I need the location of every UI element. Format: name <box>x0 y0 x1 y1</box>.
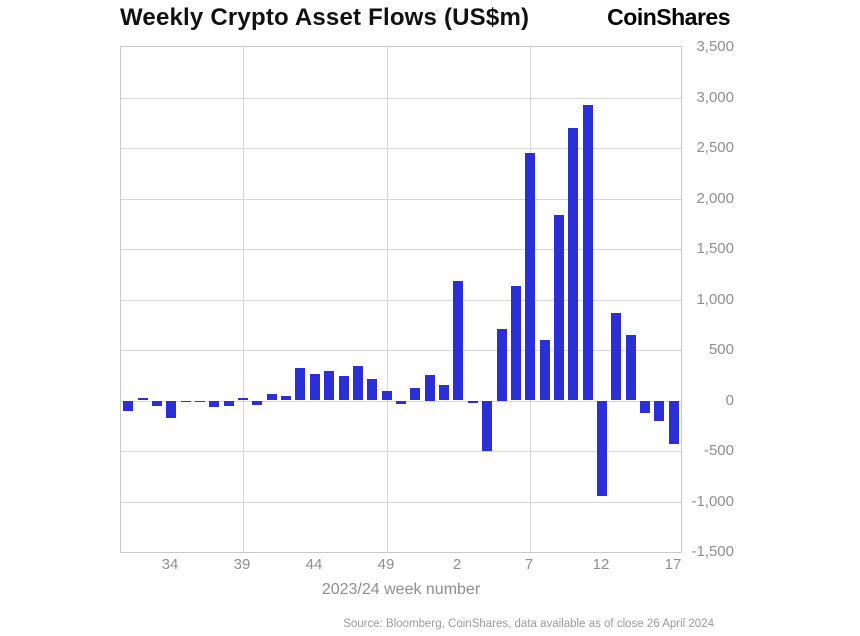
gridline-horizontal <box>121 300 681 301</box>
bar-week-10 <box>568 127 578 401</box>
bar-week-48 <box>367 379 377 401</box>
bar-week-6 <box>511 286 521 401</box>
gridline-horizontal <box>121 451 681 452</box>
gridline-horizontal <box>121 350 681 351</box>
bar-week-31 <box>123 400 133 412</box>
bar-week-33 <box>152 400 162 407</box>
x-tick-label: 12 <box>592 556 610 573</box>
bar-week-51 <box>410 387 420 401</box>
bar-week-50 <box>396 400 406 404</box>
bar-week-47 <box>353 365 363 401</box>
y-tick-label: 1,000 <box>696 291 734 308</box>
bar-week-16 <box>654 400 664 422</box>
x-tick-label: 2 <box>452 556 462 573</box>
coinshares-logo: CoinShares <box>607 4 730 30</box>
bar-week-40 <box>252 400 262 406</box>
bar-week-43 <box>295 367 305 401</box>
gridline-horizontal <box>121 502 681 503</box>
gridline-horizontal <box>121 148 681 149</box>
bar-week-7 <box>525 153 535 401</box>
plot-area <box>120 46 682 553</box>
y-tick-label: 2,500 <box>696 139 734 156</box>
bar-week-15 <box>640 400 650 414</box>
x-tick-label: 34 <box>161 556 179 573</box>
x-tick-label: 17 <box>664 556 682 573</box>
x-axis: 34 39 44 49 2 7 12 17 <box>120 556 682 576</box>
y-tick-label: 2,000 <box>696 190 734 207</box>
bar-week-44 <box>310 374 320 401</box>
x-tick-label: 49 <box>377 556 395 573</box>
bar-week-32 <box>138 397 148 401</box>
y-tick-label: 3,000 <box>696 89 734 106</box>
bar-week-14 <box>626 335 636 401</box>
bar-week-12 <box>597 400 607 496</box>
bar-week-9 <box>554 214 564 401</box>
y-tick-label: 1,500 <box>696 240 734 257</box>
bar-week-34 <box>166 400 176 418</box>
y-tick-label: 3,500 <box>696 38 734 55</box>
bar-week-37 <box>209 400 219 407</box>
x-tick-label: 44 <box>305 556 323 573</box>
y-tick-label: -500 <box>703 442 734 459</box>
source-note: Source: Bloomberg, CoinShares, data avai… <box>343 618 714 630</box>
gridline-horizontal <box>121 199 681 200</box>
gridline-horizontal <box>121 98 681 99</box>
bar-week-36 <box>195 400 205 402</box>
bar-week-39 <box>238 398 248 401</box>
y-tick-label: -1,000 <box>691 493 734 510</box>
y-tick-label: 0 <box>725 392 734 409</box>
gridline-vertical <box>387 47 388 552</box>
bar-week-5 <box>497 329 507 401</box>
y-tick-label: 500 <box>708 341 734 358</box>
bar-week-45 <box>324 370 334 401</box>
x-axis-title: 2023/24 week number <box>321 581 481 598</box>
y-tick-label: -1,500 <box>691 543 734 560</box>
bar-week-42 <box>281 396 291 401</box>
bar-week-17 <box>669 400 679 445</box>
bar-week-52 <box>425 375 435 401</box>
x-tick-label: 7 <box>524 556 534 573</box>
bar-week-13 <box>611 313 621 401</box>
bar-week-4 <box>482 400 492 451</box>
bar-week-8 <box>540 340 550 401</box>
bar-week-11 <box>583 104 593 401</box>
y-axis: 3,500 3,000 2,500 2,000 1,500 1,000 500 0 -500 -1… <box>686 38 734 560</box>
gridline-vertical <box>243 47 244 552</box>
bar-week-35 <box>181 400 191 402</box>
bar-week-2 <box>453 281 463 401</box>
bar-week-3 <box>468 400 478 403</box>
chart-title: Weekly Crypto Asset Flows (US$m) <box>120 4 530 31</box>
bar-week-46 <box>339 376 349 401</box>
bar-week-1 <box>439 385 449 401</box>
bar-week-41 <box>267 393 277 401</box>
gridline-horizontal <box>121 249 681 250</box>
x-tick-label: 39 <box>233 556 251 573</box>
bar-week-38 <box>224 400 234 406</box>
bar-week-49 <box>382 391 392 401</box>
